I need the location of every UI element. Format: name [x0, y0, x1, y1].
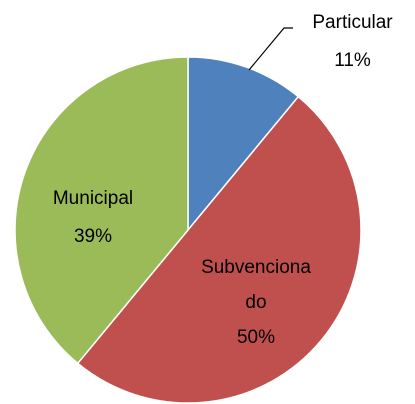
slice-label: Municipal 39% — [18, 180, 168, 256]
slice-label: Subvencionado 50% — [200, 250, 312, 355]
category-label: Subvencionado — [201, 257, 311, 313]
slice-label: Particular 11% — [290, 4, 415, 80]
value-label: 39% — [73, 226, 113, 247]
value-label: 11% — [334, 50, 371, 71]
category-label: Particular — [312, 12, 393, 33]
pie-slice — [187, 56, 300, 233]
pie-slice — [76, 95, 362, 404]
category-label: Municipal — [52, 188, 134, 209]
pie-slice — [14, 56, 189, 365]
leader-line — [248, 27, 293, 71]
value-label: 50% — [236, 327, 276, 348]
